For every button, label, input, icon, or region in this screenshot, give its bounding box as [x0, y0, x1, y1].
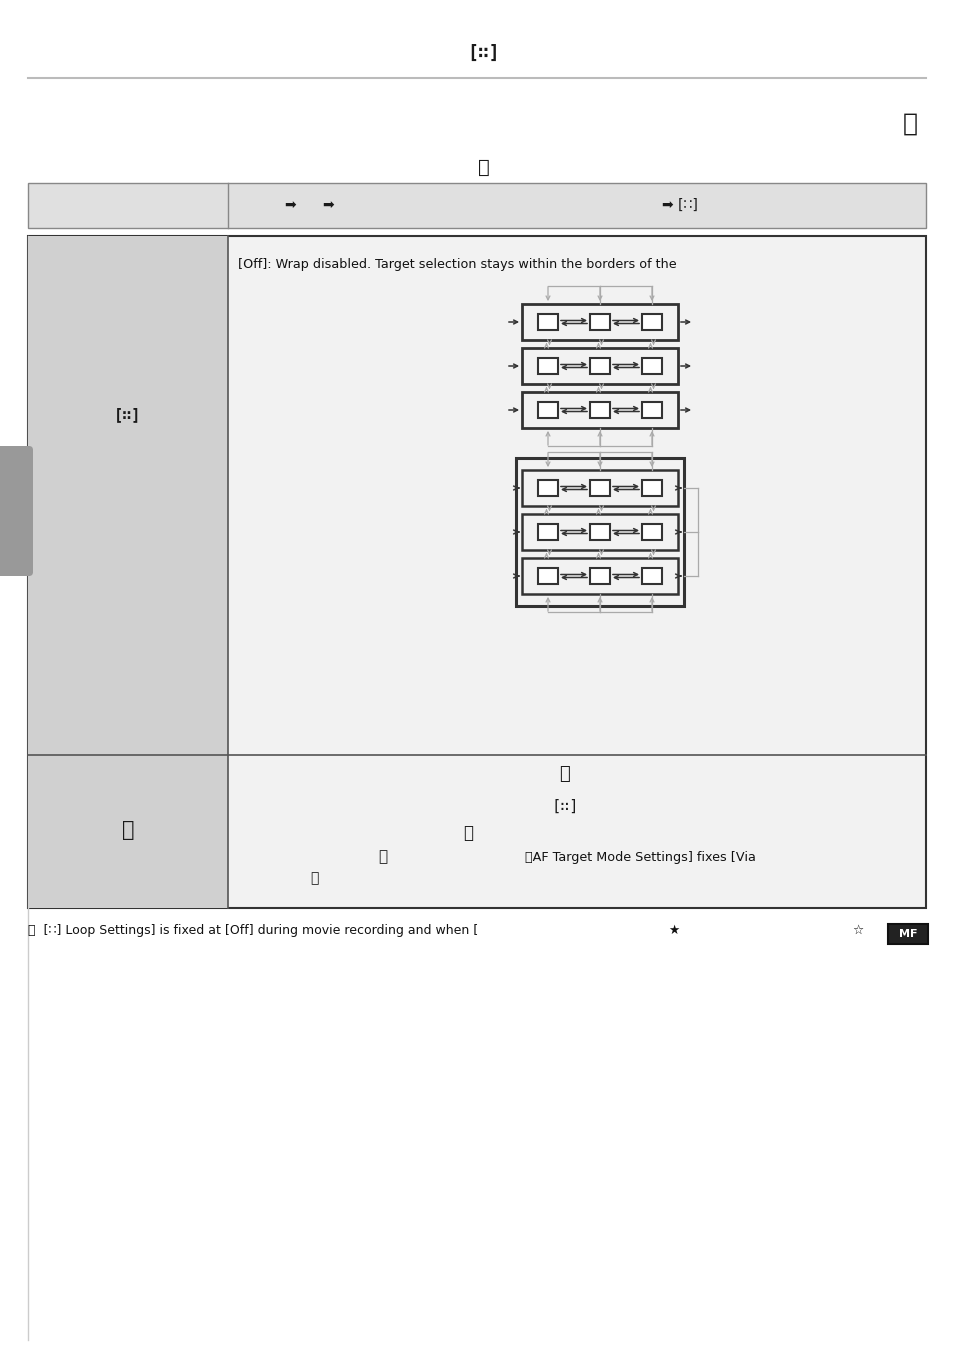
Text: ⌸: ⌸ [477, 157, 489, 176]
Text: [Off]: Wrap disabled. Target selection stays within the borders of the: [Off]: Wrap disabled. Target selection s… [237, 258, 676, 271]
Text: ⌸: ⌸ [122, 820, 134, 840]
Text: ➡ [∷]: ➡ [∷] [661, 198, 698, 212]
Text: ⌸: ⌸ [310, 871, 318, 885]
Bar [521, 304, 678, 341]
Bar [641, 313, 661, 330]
Bar [887, 924, 927, 944]
Bar [521, 558, 678, 594]
Bar [521, 470, 678, 506]
Bar [641, 569, 661, 584]
Text: ⌸: ⌸ [462, 824, 473, 841]
Text: [∷]: [∷] [467, 43, 499, 62]
Bar [521, 514, 678, 550]
Bar [28, 236, 925, 908]
Bar [537, 524, 558, 540]
Text: [∷]: [∷] [114, 407, 142, 422]
Bar [589, 524, 609, 540]
Text: 🎥: 🎥 [902, 113, 917, 136]
Text: ☆: ☆ [851, 924, 862, 936]
Bar [641, 524, 661, 540]
Bar [516, 459, 683, 607]
Bar [589, 358, 609, 375]
Text: [∷]: [∷] [551, 798, 578, 813]
Bar [521, 347, 678, 384]
Text: ➡: ➡ [322, 198, 334, 212]
Text: 📷AF Target Mode Settings] fixes [Via: 📷AF Target Mode Settings] fixes [Via [524, 851, 755, 863]
Text: ★: ★ [667, 924, 679, 936]
Text: ⓘ  [∷] Loop Settings] is fixed at [Off] during movie recording and when [: ⓘ [∷] Loop Settings] is fixed at [Off] d… [28, 924, 477, 936]
FancyBboxPatch shape [0, 446, 33, 575]
Bar [641, 480, 661, 497]
Bar [537, 402, 558, 418]
Bar [589, 480, 609, 497]
Text: ⌸: ⌸ [559, 765, 570, 783]
Bar [641, 358, 661, 375]
Bar [641, 402, 661, 418]
Bar [537, 313, 558, 330]
Bar [28, 183, 925, 228]
Text: ➡: ➡ [284, 198, 295, 212]
Bar [521, 392, 678, 427]
Bar [537, 480, 558, 497]
Bar [589, 569, 609, 584]
Text: ⌸: ⌸ [377, 849, 387, 864]
Bar [28, 236, 228, 908]
Text: MF: MF [898, 930, 916, 939]
Bar [537, 569, 558, 584]
Bar [589, 402, 609, 418]
Bar [537, 358, 558, 375]
Bar [589, 313, 609, 330]
